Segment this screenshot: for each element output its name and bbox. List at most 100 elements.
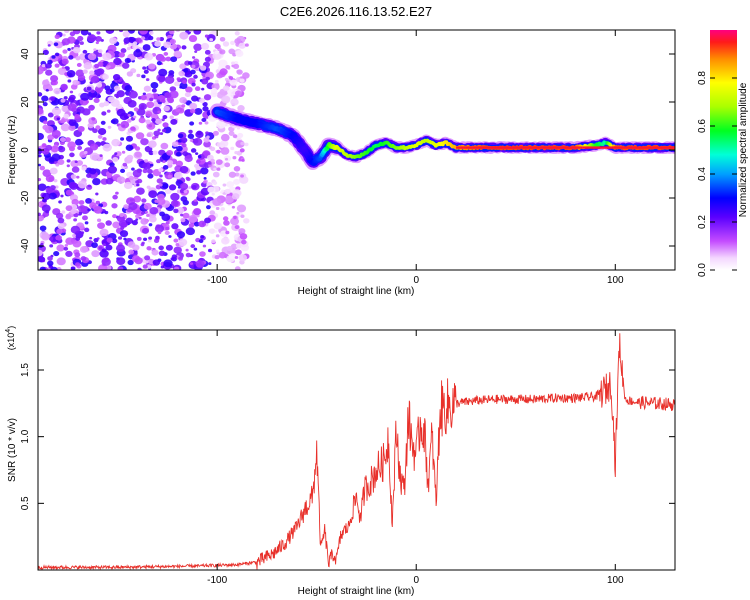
spectrogram-axes: -100 0 100 -40 -20 0 20 40 [20,30,675,286]
noise-blob [111,80,115,84]
ridge-core [534,146,538,149]
ridge-core [556,146,559,149]
noise-blob [133,107,139,112]
noise-blob [169,90,179,99]
ridge-core [506,146,509,149]
noise-blob [138,117,146,124]
noise-blob [75,69,85,77]
noise-blob [109,37,118,45]
noise-blob [176,77,181,81]
noise-blob [116,257,126,266]
noise-blob [64,30,70,34]
noise-blob [112,156,119,163]
noise-blob [93,206,103,214]
ridge-core [606,146,610,149]
noise-blob [212,181,218,185]
noise-blob [211,192,215,196]
noise-blob [74,252,81,258]
noise-blob [95,36,102,42]
noise-blob [38,92,43,97]
colorbar-tick-label: 0.6 [697,119,708,133]
noise-blob [102,243,107,246]
noise-blob [196,170,202,175]
noise-blob [221,95,231,104]
noise-blob [214,50,219,55]
noise-blob [150,163,154,167]
noise-blob [124,57,131,64]
noise-blob [45,62,52,69]
noise-blob [41,232,50,241]
noise-blob [124,166,129,169]
noise-blob [213,167,217,171]
noise-blob [109,162,115,168]
ridge-core [561,146,564,149]
noise-blob [38,202,41,207]
noise-blob [136,236,142,241]
noise-blob [107,125,112,129]
noise-blob [94,63,100,69]
noise-blob [42,124,49,130]
noise-blob [192,56,196,59]
noise-blob [237,132,244,139]
noise-blob [162,115,168,120]
noise-blob [47,112,54,118]
noise-blob [241,158,245,162]
noise-blob [105,244,113,251]
noise-blob [54,52,60,57]
noise-blob [179,96,187,104]
noise-blob [198,121,203,125]
noise-blob [140,218,149,225]
noise-blob [137,267,142,270]
noise-blob [189,121,195,126]
spectrogram-x-label: Height of straight line (km) [298,286,415,297]
noise-blob [148,223,153,227]
noise-blob [112,73,121,81]
noise-blob [185,248,189,252]
noise-blob [41,64,46,68]
spectrogram-y-label: Frequency (Hz) [7,116,18,185]
ridge-core [539,146,543,149]
noise-blob [151,41,155,45]
noise-blob [148,215,157,223]
noise-blob [193,30,202,35]
noise-blob [99,154,103,157]
noise-blob [214,254,220,260]
noise-blob [147,140,157,148]
noise-blob [175,151,182,157]
noise-blob [127,259,134,266]
ridge-core [671,146,674,149]
noise-blob [181,143,187,148]
noise-blob [150,113,158,120]
noise-blob [39,165,46,171]
noise-blob [63,246,69,251]
noise-blob [131,167,135,171]
noise-blob [172,44,177,49]
ridge-core [625,146,629,149]
noise-blob [138,30,149,35]
noise-blob [203,140,211,148]
noise-blob [64,137,71,143]
noise-blob [174,81,180,87]
noise-blob [157,110,161,114]
spectrogram-y-tick-label: -20 [20,190,31,205]
noise-blob [91,242,98,249]
ridge-core [582,146,586,149]
noise-blob [114,152,118,155]
noise-blob [202,101,208,107]
noise-blob [161,128,167,133]
noise-blob [157,197,166,206]
noise-blob [38,256,46,263]
noise-blob [188,186,192,189]
ridge-core [491,146,495,149]
noise-blob [209,38,214,42]
noise-blob [135,214,140,219]
noise-blob [58,200,62,204]
ridge-core [647,146,650,149]
noise-blob [228,130,235,136]
noise-blob [236,69,243,75]
noise-blob [85,100,89,104]
colorbar-tick-label: 0.0 [697,263,708,277]
noise-blob [84,221,89,225]
noise-blob [100,120,106,125]
noise-blob [112,194,118,200]
